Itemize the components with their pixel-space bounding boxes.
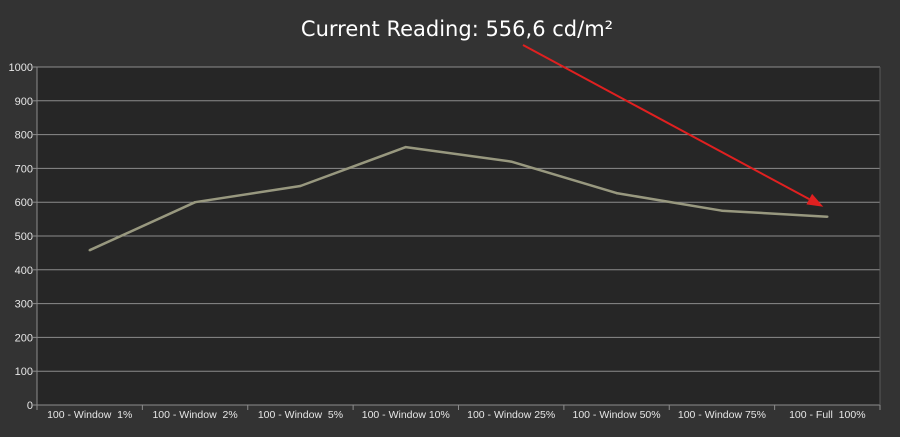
data-point (88, 248, 91, 252)
x-tick-label: 100 - Window 10% (362, 409, 450, 421)
data-point (404, 145, 408, 149)
x-tick-label: 100 - Window 1% (47, 409, 132, 421)
y-tick-label: 500 (15, 231, 33, 243)
data-point (299, 184, 302, 188)
x-tick-label: 100 - Window 5% (258, 409, 343, 421)
y-tick-label: 0 (27, 400, 33, 412)
axes (33, 66, 881, 410)
x-tick-label: 100 - Full 100% (789, 409, 865, 421)
x-tick-label: 100 - Window 2% (152, 409, 237, 421)
series-line (89, 145, 828, 252)
annotation-arrow (522, 44, 824, 207)
y-tick-label: 700 (15, 163, 33, 175)
x-tick-label: 100 - Window 75% (678, 409, 766, 421)
y-tick-label: 100 (15, 366, 33, 378)
y-tick-labels: 0 100 200 300 400 500 600 700 800 900 1000 (9, 62, 33, 412)
y-tick-label: 200 (15, 332, 33, 344)
y-tick-label: 900 (15, 96, 33, 108)
data-points (88, 145, 829, 252)
y-tick-label: 300 (15, 299, 33, 311)
y-tick-label: 400 (15, 265, 33, 277)
data-point (826, 215, 829, 218)
data-point (509, 160, 513, 163)
data-point (193, 201, 197, 204)
grid-lines (37, 66, 880, 372)
chart-title: Current Reading: 556,6 cd/m² (301, 17, 613, 41)
y-tick-label: 1000 (9, 62, 33, 74)
arrow-shaft (522, 44, 810, 201)
data-point (720, 209, 724, 212)
y-tick-label: 800 (15, 130, 33, 142)
x-tick-labels: 100 - Window 1% 100 - Window 2% 100 - Wind… (47, 409, 865, 421)
y-tick-label: 600 (15, 197, 33, 209)
x-tick-label: 100 - Window 50% (572, 409, 660, 421)
data-point (615, 191, 618, 195)
arrow-head (806, 193, 824, 207)
x-tick-label: 100 - Window 25% (467, 409, 555, 421)
